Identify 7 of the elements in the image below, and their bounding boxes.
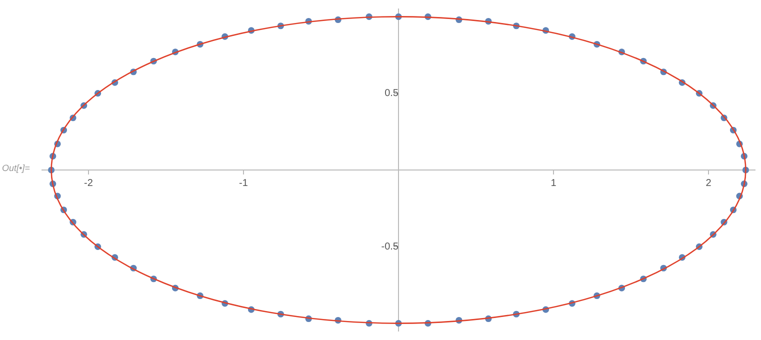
y-tick-label: 0.5: [384, 88, 399, 100]
x-tick-label: 1: [550, 178, 557, 189]
x-tick-label: -2: [84, 178, 94, 189]
x-tick-label: 2: [706, 178, 712, 189]
text: Out[•]=: [2, 163, 30, 173]
y-tick-label: -0.5: [381, 241, 399, 252]
x-tick-label: -1: [239, 178, 248, 189]
